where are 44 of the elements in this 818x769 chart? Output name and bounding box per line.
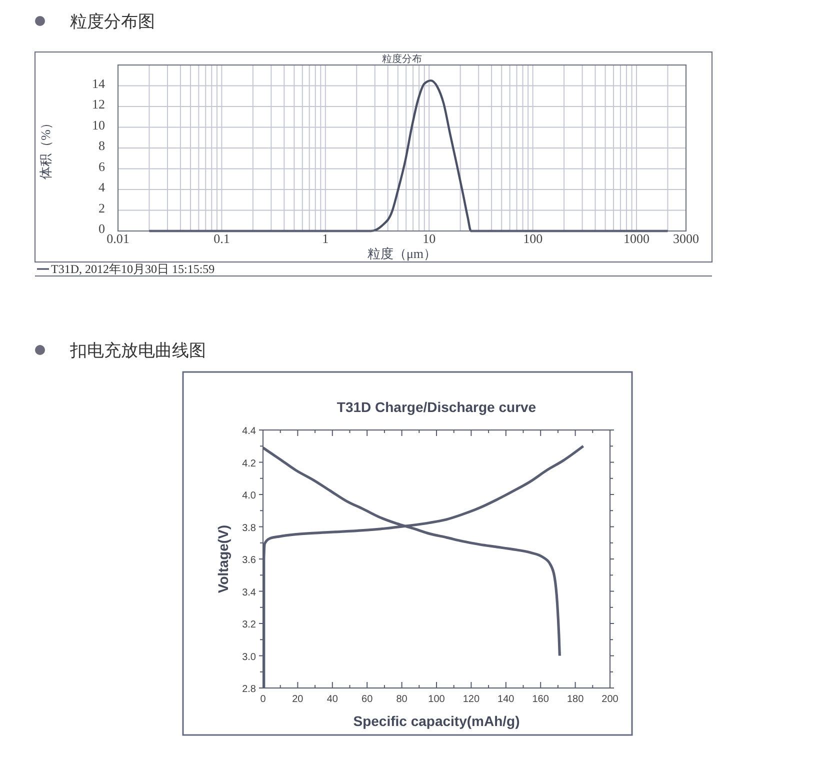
x-tick-label: 120 bbox=[462, 694, 480, 705]
y-tick-label: 3.0 bbox=[242, 652, 256, 663]
x-tick-label: 140 bbox=[498, 694, 515, 705]
x-tick-label: 100 bbox=[428, 694, 446, 705]
x-tick-label: 0 bbox=[260, 694, 266, 705]
chart-subtitle: 粒度分布 bbox=[382, 53, 422, 65]
x-tick-label: 0.01 bbox=[106, 231, 130, 246]
y-tick-label: 3.4 bbox=[242, 587, 256, 598]
x-tick-label: 100 bbox=[523, 231, 543, 246]
y-tick-label: 4.2 bbox=[242, 458, 256, 470]
y-tick-label: 6 bbox=[98, 158, 106, 174]
y-axis-title: 体积（%） bbox=[38, 116, 53, 180]
x-tick-label: 60 bbox=[362, 694, 374, 705]
y-tick-label: 2.8 bbox=[242, 684, 256, 695]
y-tick-label: 3.8 bbox=[242, 522, 256, 534]
x-axis-title: Specific capacity(mAh/g) bbox=[353, 713, 520, 729]
y-tick-label: 4.0 bbox=[242, 490, 256, 502]
y-tick-label: 14 bbox=[92, 76, 106, 91]
y-tick-label: 3.6 bbox=[242, 555, 256, 566]
x-tick-label: 0.1 bbox=[214, 231, 230, 246]
x-tick-label: 180 bbox=[566, 694, 584, 705]
y-axis-title: Voltage(V) bbox=[215, 524, 231, 594]
x-tick-label: 3000 bbox=[673, 231, 699, 246]
y-tick-label: 10 bbox=[92, 117, 105, 132]
x-tick-label: 1 bbox=[322, 231, 329, 246]
chart-subtitle: T31D Charge/Discharge curve bbox=[336, 399, 536, 415]
y-tick-label: 4.4 bbox=[242, 426, 256, 437]
legend-label: T31D, 2012年10月30日 15:15:59 bbox=[51, 262, 215, 276]
x-tick-label: 1000 bbox=[624, 231, 650, 246]
y-tick-label: 4 bbox=[98, 180, 106, 194]
y-tick-label: 8 bbox=[98, 138, 105, 153]
x-tick-label: 80 bbox=[396, 694, 408, 705]
y-tick-label: 2 bbox=[98, 200, 105, 216]
y-tick-label: 3.2 bbox=[242, 620, 256, 630]
x-tick-label: 40 bbox=[326, 694, 338, 705]
chart-title: 粒度分布图 bbox=[70, 12, 155, 31]
x-tick-label: 20 bbox=[292, 694, 304, 705]
y-tick-label: 12 bbox=[92, 96, 105, 112]
x-axis-title: 粒度（μm） bbox=[367, 246, 437, 261]
y-tick-label: 0 bbox=[98, 221, 105, 236]
x-tick-label: 10 bbox=[422, 231, 436, 246]
x-tick-label: 160 bbox=[532, 694, 550, 705]
chart-title: 扣电充放电曲线图 bbox=[69, 341, 206, 360]
x-tick-label: 200 bbox=[602, 694, 619, 705]
